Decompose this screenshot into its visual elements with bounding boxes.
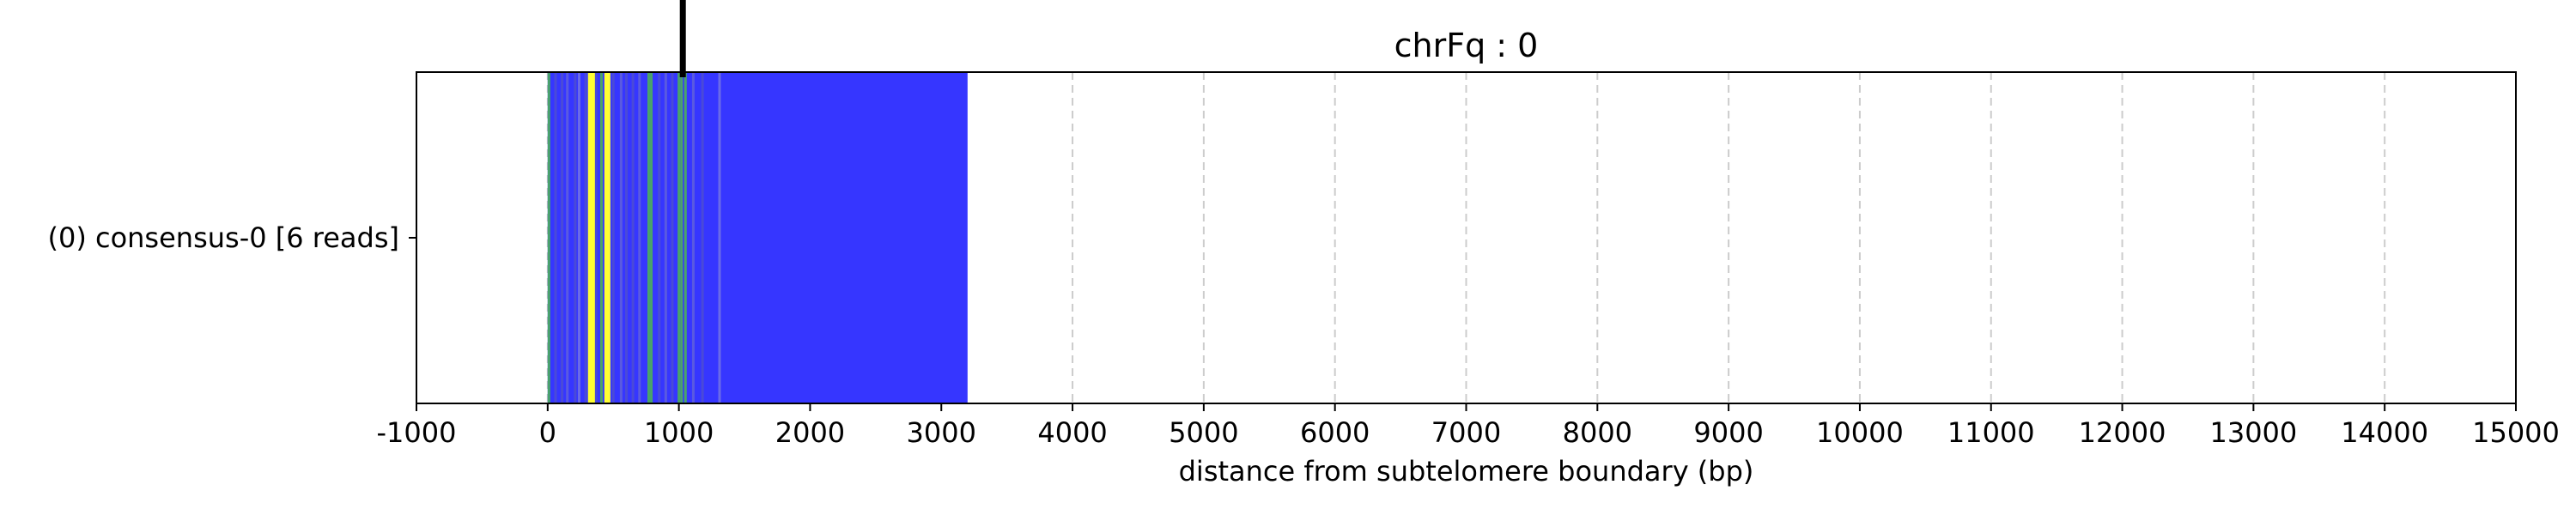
feature-stripe bbox=[647, 73, 650, 403]
y-axis-ticks: (0) consensus-0 [6 reads] bbox=[47, 221, 416, 254]
feature-stripe bbox=[638, 73, 641, 403]
x-tick-label: 10000 bbox=[1816, 416, 1904, 449]
feature-stripe bbox=[554, 73, 557, 403]
x-tick-label: 4000 bbox=[1037, 416, 1107, 449]
x-tick-label: -1000 bbox=[377, 416, 457, 449]
feature-stripe bbox=[658, 73, 661, 403]
feature-stripe bbox=[619, 73, 623, 403]
y-category-label: (0) consensus-0 [6 reads] bbox=[47, 221, 399, 254]
feature-stripe bbox=[664, 73, 667, 403]
feature-stripe bbox=[671, 73, 674, 403]
feature-stripe bbox=[584, 73, 587, 403]
x-tick-label: 8000 bbox=[1563, 416, 1632, 449]
x-tick-label: 3000 bbox=[907, 416, 976, 449]
feature-stripe bbox=[590, 73, 597, 403]
feature-stripe bbox=[691, 73, 695, 403]
x-tick-label: 12000 bbox=[2079, 416, 2166, 449]
feature-stripe bbox=[574, 73, 577, 403]
x-tick-label: 0 bbox=[539, 416, 556, 449]
chart-title: chrFq : 0 bbox=[1394, 27, 1539, 64]
x-tick-label: 6000 bbox=[1300, 416, 1370, 449]
feature-stripe bbox=[599, 73, 603, 403]
x-tick-label: 11000 bbox=[1947, 416, 2035, 449]
feature-stripe bbox=[566, 73, 569, 403]
read-bars bbox=[547, 73, 968, 403]
x-tick-label: 13000 bbox=[2209, 416, 2297, 449]
x-axis-label: distance from subtelomere boundary (bp) bbox=[1179, 455, 1754, 488]
x-tick-label: 1000 bbox=[644, 416, 714, 449]
x-tick-label: 15000 bbox=[2472, 416, 2560, 449]
feature-stripe bbox=[561, 73, 564, 403]
feature-stripe bbox=[594, 73, 598, 403]
x-tick-label: 7000 bbox=[1431, 416, 1501, 449]
feature-stripe bbox=[625, 73, 628, 403]
feature-stripe bbox=[701, 73, 704, 403]
x-axis-ticks: -1000 0 1000 2000 3000 4000 5000 6000 7000 8000 90… bbox=[377, 403, 2560, 449]
feature-stripe bbox=[547, 73, 550, 403]
feature-stripe bbox=[611, 73, 615, 403]
feature-stripe bbox=[683, 73, 687, 403]
x-tick-label: 2000 bbox=[775, 416, 845, 449]
feature-stripe bbox=[680, 73, 683, 403]
feature-stripe bbox=[677, 73, 681, 403]
feature-stripe bbox=[631, 73, 635, 403]
x-tick-label: 14000 bbox=[2341, 416, 2428, 449]
x-tick-label: 5000 bbox=[1169, 416, 1238, 449]
feature-stripe bbox=[718, 73, 721, 403]
x-tick-label: 9000 bbox=[1693, 416, 1763, 449]
feature-stripe bbox=[604, 73, 611, 403]
feature-stripe bbox=[650, 73, 653, 403]
read-span-bar bbox=[547, 73, 968, 403]
feature-stripe bbox=[577, 73, 580, 403]
